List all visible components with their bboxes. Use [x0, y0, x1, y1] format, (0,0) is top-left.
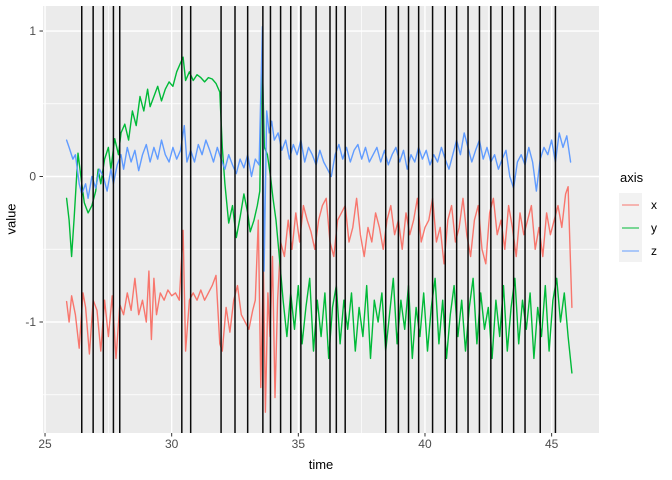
x-axis-tick-label: 30 [165, 437, 179, 451]
x-axis-tick-label: 35 [292, 437, 306, 451]
x-axis-tick-label: 45 [545, 437, 559, 451]
legend-key-line-icon [622, 204, 639, 205]
legend-label-y: y [651, 220, 657, 235]
legend: axis x y z [619, 170, 657, 262]
legend-item-z: z [619, 239, 657, 262]
x-axis-tick-label: 40 [418, 437, 432, 451]
y-axis-tick-label: 0 [29, 170, 36, 184]
panel-background [43, 6, 599, 433]
x-axis-tick-label: 25 [38, 437, 52, 451]
legend-key-z [619, 239, 642, 262]
legend-key-y [619, 216, 642, 239]
legend-item-y: y [619, 216, 657, 239]
legend-label-x: x [651, 197, 657, 212]
y-axis-tick-label: -1 [25, 315, 36, 329]
series-line-x [65, 185, 573, 413]
y-axis-title: value [3, 203, 19, 235]
legend-title: axis [620, 170, 644, 185]
y-axis-tick-label: 1 [29, 24, 36, 38]
legend-key-line-icon [622, 227, 639, 228]
series-line-y [65, 53, 573, 374]
series-line-z [65, 26, 572, 272]
x-axis-title: time [308, 457, 334, 472]
legend-key-x [619, 193, 642, 216]
legend-item-x: x [619, 193, 657, 216]
legend-key-line-icon [622, 250, 639, 251]
legend-label-z: z [651, 243, 657, 258]
